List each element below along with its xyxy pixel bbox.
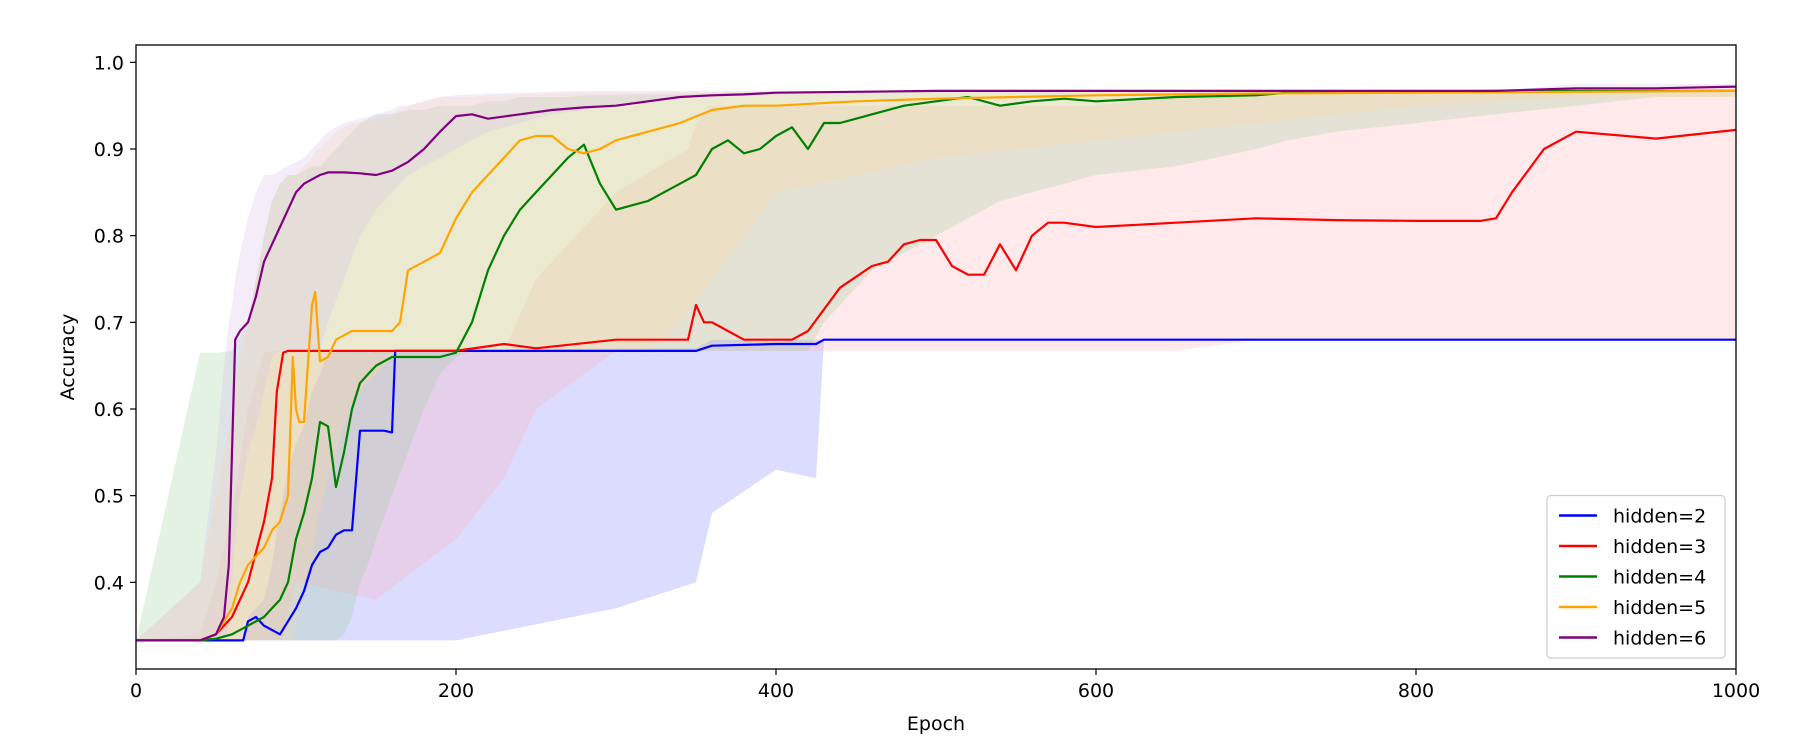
x-tick-label: 200 [438,680,474,702]
series-lines [136,85,1737,642]
legend-label: hidden=6 [1613,628,1706,650]
plot-frame [135,44,1737,670]
y-tick-label: 0.7 [94,312,124,334]
band-hidden-2 [136,339,1736,641]
y-axis-label: Accuracy [57,314,79,401]
x-tick-label: 600 [1078,680,1114,702]
x-tick-label: 0 [130,680,142,702]
legend-label: hidden=5 [1613,597,1706,619]
x-axis-label: Epoch [907,713,965,735]
legend-label: hidden=2 [1613,506,1706,528]
band-hidden-4 [136,90,1736,641]
y-tick-label: 0.8 [94,226,124,248]
line-hidden-3 [136,128,1737,642]
line-hidden-5 [136,89,1737,642]
y-tick-label: 0.4 [94,572,124,594]
x-tick-label: 1000 [1712,680,1760,702]
x-tick-label: 400 [758,680,794,702]
legend: hidden=2 hidden=3 hidden=4 hidden=5 hidden=6 [1546,494,1726,659]
line-hidden-4 [136,89,1736,642]
y-tick-label: 0.6 [94,399,124,421]
confidence-bands [136,84,1736,641]
line-hidden-2 [136,338,1736,642]
band-hidden-3 [136,90,1736,641]
legend-label: hidden=3 [1613,536,1706,558]
y-axis: 0.4 0.5 0.6 0.7 0.8 0.9 1.0 [94,52,136,594]
legend-label: hidden=4 [1613,567,1706,589]
band-hidden-5 [136,90,1736,641]
y-tick-label: 0.5 [94,486,124,508]
y-tick-label: 1.0 [94,52,124,74]
x-tick-label: 800 [1398,680,1434,702]
line-hidden-6 [136,85,1737,642]
x-axis: 0 200 400 600 800 1000 [130,669,1760,702]
legend-box [1546,494,1726,659]
y-tick-label: 0.9 [94,139,124,161]
